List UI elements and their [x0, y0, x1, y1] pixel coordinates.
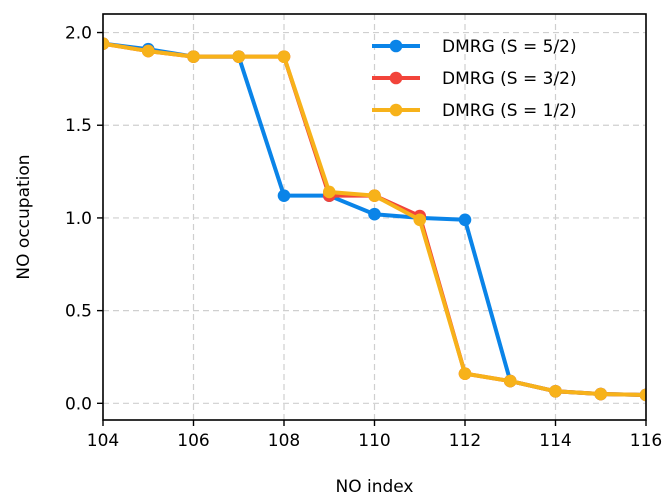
data-point	[187, 50, 200, 63]
legend-label: DMRG (S = 1/2)	[442, 101, 577, 121]
data-point	[368, 189, 381, 202]
ticks: 104 106 108 110 112 114 116 0.0 0.5 1.0 1.5 2.0	[65, 24, 662, 451]
data-point	[639, 388, 646, 402]
y-tick-label: 2.0	[65, 24, 92, 44]
data-point	[503, 374, 517, 388]
legend-label: DMRG (S = 3/2)	[442, 69, 577, 89]
x-tick-label: 106	[177, 431, 209, 451]
legend-label: DMRG (S = 5/2)	[442, 37, 577, 57]
legend-marker	[389, 39, 403, 53]
series-layer	[103, 37, 646, 402]
data-point	[141, 44, 155, 58]
data-point	[103, 37, 110, 50]
y-tick-label: 0.5	[65, 302, 92, 322]
data-point	[458, 213, 472, 227]
data-point	[232, 50, 246, 63]
y-tick-label: 0.0	[65, 394, 92, 414]
series-3	[103, 37, 646, 402]
y-tick-label: 1.0	[65, 209, 92, 229]
data-point	[594, 387, 608, 401]
x-tick-label: 112	[449, 431, 481, 451]
data-point	[413, 213, 427, 227]
data-point	[322, 185, 336, 199]
y-axis-label: NO occupation	[14, 154, 34, 279]
x-tick-label: 116	[630, 431, 662, 451]
data-point	[277, 189, 291, 202]
x-axis-label: NO index	[335, 477, 413, 495]
data-point	[368, 207, 381, 221]
x-tick-label: 110	[358, 431, 390, 451]
y-tick-label: 1.5	[65, 116, 92, 136]
legend-marker	[389, 71, 403, 85]
data-point	[458, 367, 472, 380]
legend: DMRG (S = 5/2) DMRG (S = 3/2) DMRG (S = 1/…	[372, 37, 577, 121]
x-tick-label: 114	[539, 431, 571, 451]
data-point	[549, 384, 562, 398]
data-point	[277, 50, 291, 63]
legend-marker	[389, 103, 403, 117]
x-tick-label: 104	[87, 431, 119, 451]
x-tick-label: 108	[268, 431, 300, 451]
